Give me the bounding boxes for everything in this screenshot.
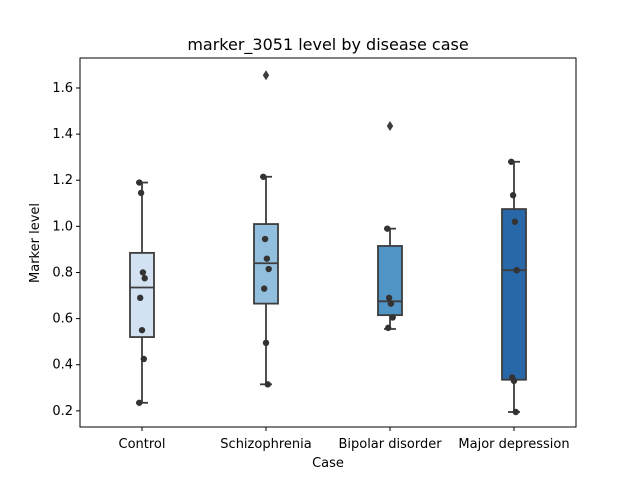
x-axis: Control Schizophrenia Bipolar disorder Majo… bbox=[119, 427, 570, 452]
data-point bbox=[141, 275, 148, 282]
data-point bbox=[139, 269, 147, 276]
data-point bbox=[511, 218, 519, 225]
data-point bbox=[384, 225, 391, 232]
data-point bbox=[136, 399, 143, 406]
y-tick-label: 0.4 bbox=[52, 358, 73, 373]
outlier-point bbox=[262, 70, 270, 81]
y-tick-label: 1.4 bbox=[52, 127, 73, 142]
data-point bbox=[513, 266, 520, 274]
box-group bbox=[501, 158, 527, 416]
y-axis: 0.2 0.4 0.6 0.8 1.0 1.2 1.4 1.6 bbox=[52, 81, 80, 419]
x-tick-label: Major depression bbox=[458, 437, 569, 452]
data-point bbox=[264, 381, 271, 388]
y-tick-label: 0.2 bbox=[52, 404, 73, 419]
data-point bbox=[389, 314, 396, 321]
data-point bbox=[140, 355, 147, 363]
box-iqr bbox=[501, 208, 527, 381]
box-group bbox=[129, 179, 155, 406]
data-point bbox=[261, 285, 268, 292]
x-tick-label: Bipolar disorder bbox=[338, 437, 442, 452]
data-point bbox=[263, 255, 271, 262]
plot-area bbox=[129, 70, 527, 416]
x-axis-label: Case bbox=[312, 456, 344, 471]
data-point bbox=[512, 408, 519, 416]
data-point bbox=[510, 377, 518, 385]
y-tick-label: 1.0 bbox=[52, 219, 73, 234]
data-point bbox=[508, 158, 515, 165]
data-point bbox=[262, 339, 270, 347]
data-point bbox=[138, 326, 146, 334]
data-point bbox=[137, 294, 144, 302]
y-tick-label: 1.6 bbox=[52, 81, 73, 96]
y-tick-label: 1.2 bbox=[52, 173, 73, 188]
data-point bbox=[265, 265, 272, 273]
data-point bbox=[137, 189, 145, 197]
data-point bbox=[385, 324, 392, 332]
y-tick-label: 0.6 bbox=[52, 312, 73, 327]
y-axis-label: Marker level bbox=[28, 203, 43, 283]
data-point bbox=[260, 173, 267, 180]
chart-title: marker_3051 level by disease case bbox=[187, 35, 468, 55]
outlier-point bbox=[386, 121, 394, 132]
x-tick-label: Control bbox=[119, 437, 166, 452]
box-iqr bbox=[129, 251, 155, 338]
box-group bbox=[253, 70, 279, 388]
x-tick-label: Schizophrenia bbox=[220, 437, 311, 452]
y-tick-label: 0.8 bbox=[52, 265, 73, 280]
data-point bbox=[509, 192, 517, 199]
data-point bbox=[136, 179, 143, 186]
axes-frame bbox=[79, 57, 577, 428]
data-point bbox=[385, 294, 393, 302]
data-point bbox=[387, 300, 395, 307]
box-group bbox=[377, 121, 403, 332]
data-point bbox=[261, 235, 269, 243]
